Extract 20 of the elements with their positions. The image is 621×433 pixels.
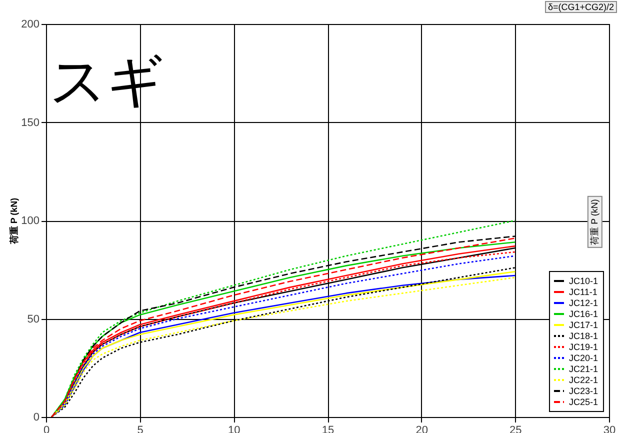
legend-label: JC11-1	[569, 287, 598, 297]
legend-label: JC10-1	[569, 276, 598, 286]
legend-label: JC17-1	[569, 320, 598, 330]
legend-label: JC18-1	[569, 331, 598, 341]
y-tick-label: 100	[21, 215, 40, 227]
legend-label: JC21-1	[569, 364, 598, 374]
legend-label: JC20-1	[569, 353, 598, 363]
y-axis-title: 荷重 P (kN)	[9, 198, 20, 246]
text: δ=(CG1+CG2)/2	[544, 1, 617, 13]
y-tick-label: 50	[27, 313, 40, 326]
annotation: 荷重 P (kN)	[588, 196, 603, 248]
legend-label: JC16-1	[569, 309, 598, 319]
legend-label: JC23-1	[569, 386, 598, 396]
y-tick-label: 200	[21, 18, 40, 30]
legend-label: JC12-1	[569, 298, 598, 308]
legend-label: JC25-1	[569, 397, 598, 407]
legend-label: JC19-1	[569, 342, 598, 352]
y-tick-label: 0	[33, 412, 40, 424]
legend-label: JC22-1	[569, 375, 598, 385]
y-tick-label: 150	[21, 116, 40, 129]
